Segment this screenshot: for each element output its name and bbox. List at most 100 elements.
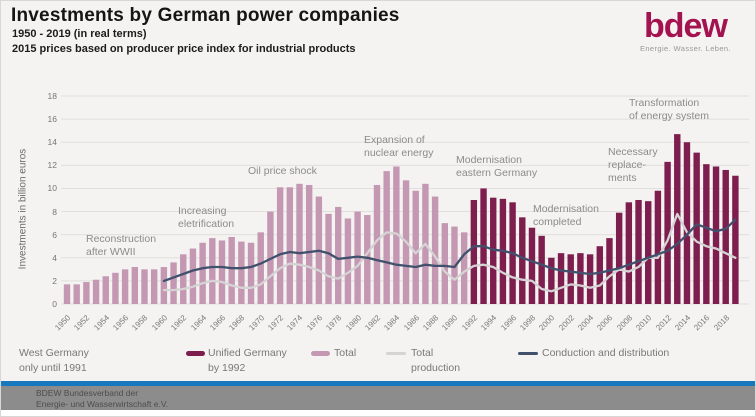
legend-note-west-germany: West Germany only until 1991 bbox=[19, 347, 89, 374]
bar-1972 bbox=[276, 187, 284, 304]
bar-1980 bbox=[354, 211, 361, 304]
y-tick-0: 0 bbox=[52, 299, 57, 309]
y-tick-2: 2 bbox=[52, 275, 57, 286]
y-tick-18: 18 bbox=[47, 90, 57, 101]
bar-1962 bbox=[180, 254, 187, 304]
bar-1964 bbox=[199, 242, 206, 304]
legend-marker-bar-icon bbox=[311, 351, 330, 356]
footer-accent-bar bbox=[1, 381, 755, 386]
bar-1982 bbox=[373, 184, 381, 304]
bar-1968 bbox=[238, 241, 245, 304]
bar-1954 bbox=[102, 276, 109, 304]
y-tick-4: 4 bbox=[52, 252, 57, 263]
bar-1989 bbox=[441, 223, 448, 304]
legend-label-0: Unified Germany by 1992 bbox=[208, 347, 287, 374]
y-tick-14: 14 bbox=[47, 137, 57, 148]
y-tick-8: 8 bbox=[52, 206, 57, 217]
subtitle-prices: 2015 prices based on producer price inde… bbox=[12, 43, 356, 55]
bar-1991 bbox=[460, 232, 468, 304]
bar-2012 bbox=[664, 161, 671, 304]
footer-band bbox=[1, 386, 755, 410]
annotation-4: Modernisation eastern Germany bbox=[456, 154, 538, 180]
bar-1953 bbox=[92, 279, 100, 304]
bar-1992 bbox=[470, 199, 478, 304]
bar-1970 bbox=[257, 232, 264, 304]
bar-1966 bbox=[218, 240, 226, 304]
annotation-1: Increasing eletrification bbox=[178, 205, 235, 231]
bar-2001 bbox=[557, 253, 565, 304]
bar-1950 bbox=[63, 284, 71, 304]
annotation-7: Transformation of energy system bbox=[629, 97, 709, 123]
legend-marker-bar-icon bbox=[186, 351, 205, 356]
bar-1977 bbox=[325, 213, 332, 304]
bar-1963 bbox=[189, 248, 197, 304]
bar-1967 bbox=[228, 236, 235, 304]
bar-2004 bbox=[586, 254, 594, 304]
bar-1975 bbox=[305, 184, 313, 304]
bar-1957 bbox=[131, 267, 139, 304]
bar-1979 bbox=[344, 218, 352, 304]
bar-2010 bbox=[645, 201, 652, 304]
footer-organisation: BDEW Bundesverband der Energie- und Wass… bbox=[36, 388, 169, 409]
y-tick-10: 10 bbox=[47, 183, 57, 194]
bar-1978 bbox=[335, 206, 342, 304]
bar-2011 bbox=[654, 190, 662, 304]
bar-1965 bbox=[209, 238, 216, 304]
bdew-logo-tagline: Energie. Wasser. Leben. bbox=[639, 44, 731, 53]
annotation-5: Modernisation completed bbox=[533, 203, 599, 229]
legend-label-3: Conduction and distribution bbox=[542, 347, 670, 359]
y-tick-6: 6 bbox=[52, 229, 57, 240]
bar-2016 bbox=[703, 164, 710, 304]
legend-marker-line-icon bbox=[518, 352, 538, 355]
legend-label-1: Total bbox=[334, 347, 357, 359]
bar-2019 bbox=[732, 175, 739, 304]
bar-2002 bbox=[567, 254, 574, 304]
bar-1969 bbox=[247, 242, 255, 304]
y-tick-12: 12 bbox=[47, 160, 57, 171]
subtitle-period: 1950 - 2019 (in real terms) bbox=[12, 28, 147, 40]
bar-2017 bbox=[712, 166, 720, 304]
line-conduction-and-distribution bbox=[162, 218, 737, 283]
bar-2014 bbox=[683, 142, 691, 304]
bar-1988 bbox=[431, 196, 439, 304]
bar-2000 bbox=[548, 257, 555, 304]
bar-2015 bbox=[693, 152, 700, 304]
legend-marker-line-icon bbox=[386, 352, 406, 355]
bdew-logo: bdew Energie. Wasser. Leben. bbox=[640, 9, 731, 53]
page-title: Investments by German power companies bbox=[11, 5, 400, 26]
investment-chart bbox=[61, 95, 749, 305]
bar-1959 bbox=[150, 269, 158, 304]
y-axis-title: Investments in billion euros bbox=[17, 148, 29, 270]
bar-1955 bbox=[112, 272, 119, 304]
bar-1981 bbox=[364, 215, 371, 304]
bar-1960 bbox=[160, 267, 168, 304]
bar-2008 bbox=[625, 202, 633, 304]
bar-2009 bbox=[635, 199, 642, 304]
bar-1952 bbox=[83, 282, 90, 304]
annotation-3: Expansion of nuclear energy bbox=[364, 134, 434, 160]
bar-2013 bbox=[674, 134, 681, 304]
line-total-production bbox=[162, 212, 737, 293]
bar-1998 bbox=[528, 227, 536, 304]
bar-1974 bbox=[296, 183, 303, 304]
bar-1956 bbox=[121, 269, 129, 304]
bar-2018 bbox=[722, 169, 729, 304]
bar-1973 bbox=[286, 187, 294, 304]
bar-1999 bbox=[538, 235, 545, 304]
bar-2003 bbox=[577, 253, 584, 304]
bar-2005 bbox=[596, 246, 603, 304]
bar-1951 bbox=[73, 284, 80, 304]
bar-1986 bbox=[412, 190, 419, 304]
y-tick-16: 16 bbox=[47, 114, 57, 125]
bar-2007 bbox=[615, 212, 623, 304]
bar-1997 bbox=[519, 217, 526, 304]
annotation-0: Reconstruction after WWII bbox=[86, 233, 157, 259]
bar-1984 bbox=[393, 166, 400, 304]
annotation-6: Necessary replace- ments bbox=[608, 146, 658, 185]
footer-bottom-strip bbox=[1, 410, 755, 416]
legend-label-2: Total production bbox=[411, 347, 461, 374]
bdew-logo-text: bdew bbox=[644, 7, 728, 45]
bar-1958 bbox=[141, 269, 148, 304]
annotation-2: Oil price shock bbox=[248, 165, 317, 177]
